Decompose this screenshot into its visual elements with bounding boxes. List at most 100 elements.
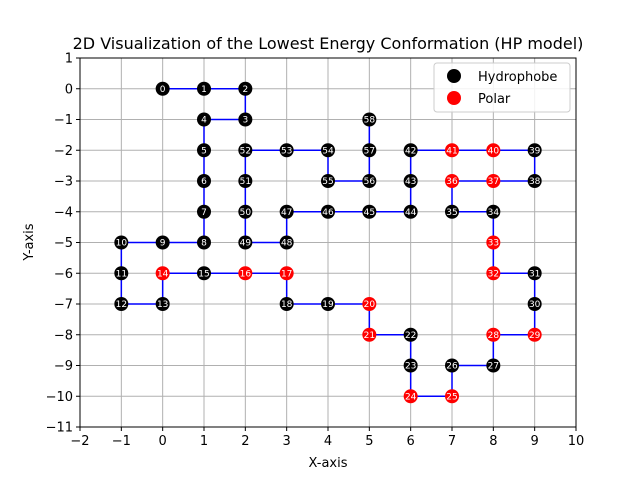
legend: Hydrophobe Polar — [433, 62, 571, 113]
x-tick-label: 3 — [283, 434, 291, 449]
hydrophobe-point — [238, 143, 253, 158]
point-label: 10 — [116, 239, 128, 249]
x-tick-label: 5 — [365, 434, 373, 449]
polar-point — [155, 266, 170, 281]
residue-33: 33 — [486, 235, 501, 250]
point-label: 11 — [116, 269, 127, 279]
residue-1: 1 — [197, 81, 211, 96]
residue-4: 4 — [197, 112, 211, 127]
legend-polar-label: Polar — [478, 92, 511, 107]
x-tick-label: 4 — [324, 434, 332, 449]
residue-10: 10 — [114, 235, 129, 250]
residue-12: 12 — [114, 297, 129, 311]
legend-polar-marker — [447, 91, 461, 105]
polar-point — [445, 143, 459, 158]
polar-point — [362, 327, 377, 342]
residue-0: 0 — [155, 81, 170, 96]
y-tick-label: −5 — [54, 236, 73, 251]
point-label: 34 — [488, 208, 500, 218]
x-tick-label: 10 — [568, 434, 585, 449]
hydrophobe-point — [403, 358, 418, 373]
hydrophobe-point — [321, 143, 335, 158]
x-tick-label: 1 — [200, 434, 208, 449]
residue-38: 38 — [527, 174, 542, 188]
residue-46: 46 — [321, 204, 335, 219]
hydrophobe-point — [155, 235, 170, 250]
residue-26: 26 — [445, 358, 459, 373]
residue-50: 50 — [238, 204, 253, 219]
residue-44: 44 — [403, 204, 418, 219]
polar-point — [445, 174, 459, 188]
y-axis-ticks: 1 0 −1 −2 −3 −4 −5 −6 −7 −8 −9 −10 −11 — [46, 52, 80, 436]
point-label: 2 — [242, 85, 248, 95]
y-tick-label: −4 — [54, 205, 73, 220]
hydrophobe-point — [321, 297, 335, 311]
point-label: 13 — [157, 300, 168, 310]
residue-42: 42 — [403, 143, 418, 158]
residue-47: 47 — [279, 204, 294, 219]
point-label: 30 — [529, 300, 541, 310]
x-axis-label: X-axis — [309, 456, 348, 471]
point-label: 4 — [201, 116, 207, 126]
legend-hydrophobe-marker — [447, 69, 461, 83]
residue-2: 2 — [238, 81, 253, 96]
point-label: 14 — [157, 269, 169, 279]
point-label: 5 — [201, 146, 207, 156]
hydrophobe-point — [197, 143, 211, 158]
legend-box — [433, 62, 571, 113]
residue-8: 8 — [197, 235, 211, 250]
point-label: 22 — [405, 331, 416, 341]
y-tick-label: −2 — [54, 144, 73, 159]
residue-18: 18 — [279, 297, 294, 311]
point-label: 55 — [322, 177, 333, 187]
point-label: 3 — [242, 116, 248, 126]
hydrophobe-point — [279, 143, 294, 158]
residue-29: 29 — [527, 327, 542, 342]
y-tick-label: 0 — [65, 82, 73, 97]
residue-21: 21 — [362, 327, 377, 342]
hydrophobe-point — [114, 297, 129, 311]
y-tick-label: −6 — [54, 267, 73, 282]
point-label: 38 — [529, 177, 541, 187]
point-label: 40 — [488, 146, 500, 156]
polar-point — [527, 327, 542, 342]
point-label: 54 — [322, 146, 334, 156]
point-label: 53 — [281, 146, 292, 156]
residue-27: 27 — [486, 358, 501, 373]
point-label: 27 — [488, 362, 499, 372]
residue-43: 43 — [403, 174, 418, 188]
residue-40: 40 — [486, 143, 501, 158]
residue-16: 16 — [238, 266, 253, 281]
hydrophobe-point — [486, 358, 501, 373]
residue-24: 24 — [403, 389, 418, 404]
residue-52: 52 — [238, 143, 253, 158]
residue-5: 5 — [197, 143, 211, 158]
hydrophobe-point — [238, 235, 253, 250]
polar-point — [362, 297, 377, 311]
point-label: 46 — [322, 208, 334, 218]
point-label: 39 — [529, 146, 541, 156]
residue-13: 13 — [155, 297, 170, 311]
point-label: 58 — [364, 116, 376, 126]
residue-58: 58 — [362, 112, 377, 127]
polar-point — [403, 389, 418, 404]
hydrophobe-point — [238, 112, 253, 127]
hydrophobe-point — [486, 204, 501, 219]
hydrophobe-point — [279, 204, 294, 219]
y-axis-label: Y-axis — [22, 223, 37, 261]
y-tick-label: 1 — [65, 52, 73, 67]
point-label: 36 — [446, 177, 458, 187]
residue-15: 15 — [197, 266, 211, 281]
residue-25: 25 — [445, 389, 459, 404]
x-tick-label: −1 — [112, 434, 131, 449]
point-label: 29 — [529, 331, 541, 341]
polar-point — [486, 235, 501, 250]
hydrophobe-point — [527, 266, 542, 281]
point-label: 50 — [240, 208, 252, 218]
point-label: 17 — [281, 269, 292, 279]
hydrophobe-point — [279, 297, 294, 311]
legend-hydrophobe-label: Hydrophobe — [478, 70, 557, 85]
y-tick-label: −10 — [46, 390, 73, 405]
hydrophobe-point — [238, 204, 253, 219]
